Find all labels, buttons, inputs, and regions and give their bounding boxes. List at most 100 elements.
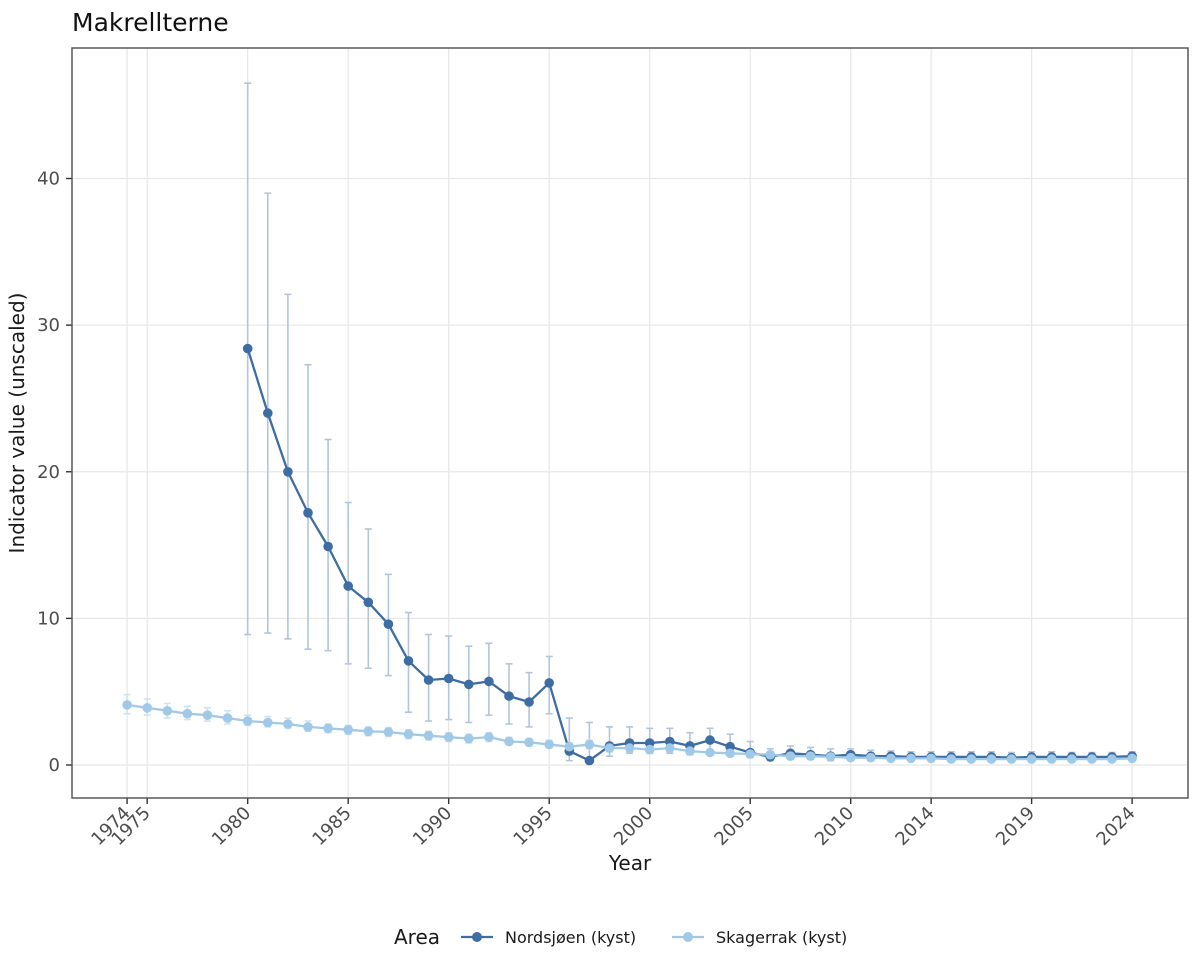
data-point — [484, 732, 494, 742]
x-tick-label: 1990 — [409, 803, 456, 850]
data-point — [343, 581, 354, 591]
data-point — [443, 673, 454, 684]
legend: Area Nordsjøen (kyst) Skagerrak (kyst) — [394, 925, 847, 949]
chart-title: Makrellterne — [72, 8, 229, 37]
data-point — [222, 713, 233, 723]
data-point — [946, 754, 956, 764]
data-point — [604, 743, 615, 753]
data-point — [423, 730, 434, 741]
data-point — [283, 719, 293, 729]
data-point — [644, 738, 655, 748]
y-tick-label: 30 — [37, 315, 60, 336]
y-tick-label: 10 — [37, 608, 60, 629]
gridlines — [72, 48, 1188, 798]
data-point — [584, 739, 595, 750]
data-point — [242, 716, 253, 726]
data-point — [624, 743, 635, 753]
data-point — [745, 749, 755, 759]
data-point — [323, 723, 333, 734]
data-point — [725, 741, 735, 752]
data-point — [242, 343, 253, 354]
data-point — [705, 747, 715, 758]
data-point — [1006, 754, 1017, 764]
data-point — [363, 597, 374, 608]
data-point — [1107, 754, 1117, 764]
legend-point-icon — [472, 932, 482, 942]
legend-item-label: Nordsjøen (kyst) — [505, 928, 636, 947]
data-point — [383, 727, 394, 737]
x-tick-label: 2010 — [811, 803, 858, 850]
x-tick-label: 1985 — [308, 803, 355, 850]
data-point — [1127, 753, 1137, 764]
data-point — [644, 744, 655, 755]
data-point — [544, 739, 554, 750]
data-point — [484, 676, 494, 687]
data-point — [162, 706, 173, 716]
data-point — [1067, 754, 1077, 764]
data-point — [1026, 754, 1037, 764]
data-point — [544, 678, 554, 688]
data-point — [263, 408, 273, 418]
data-point — [202, 710, 213, 720]
data-point — [423, 675, 434, 685]
legend-item-label: Skagerrak (kyst) — [716, 928, 847, 947]
data-point — [303, 722, 313, 732]
legend-item-nordsjoen: Nordsjøen (kyst) — [461, 928, 636, 947]
x-tick-label: 1980 — [208, 803, 255, 850]
data-point — [805, 751, 816, 761]
data-point — [685, 746, 695, 756]
legend-title: Area — [394, 925, 440, 949]
panel-background — [72, 48, 1188, 798]
y-tick-label: 0 — [49, 755, 60, 776]
data-point — [886, 753, 896, 764]
error-bar — [284, 293, 292, 640]
data-point — [1087, 754, 1097, 764]
x-tick-label: 2000 — [610, 803, 657, 850]
data-point — [283, 467, 293, 477]
data-point — [504, 736, 514, 747]
data-point — [564, 741, 575, 752]
data-point — [504, 691, 514, 701]
data-point — [343, 725, 354, 735]
data-point — [323, 541, 333, 552]
data-point — [443, 732, 454, 742]
legend-item-skagerrak: Skagerrak (kyst) — [672, 928, 847, 947]
data-point — [986, 754, 997, 764]
panel-border — [71, 47, 1189, 799]
error-bar — [304, 363, 312, 650]
data-point — [584, 755, 595, 766]
data-point — [383, 619, 394, 629]
data-point — [705, 735, 715, 745]
y-axis: 0 10 20 30 40 — [37, 168, 72, 776]
data-point — [906, 753, 916, 764]
y-tick-label: 20 — [37, 462, 60, 483]
data-point — [403, 656, 414, 666]
data-point — [825, 752, 836, 762]
x-tick-label: 2014 — [891, 803, 938, 850]
data-point — [524, 697, 534, 707]
series-points — [122, 343, 1137, 766]
data-point — [845, 752, 856, 763]
data-point — [866, 752, 876, 763]
data-point — [966, 754, 977, 764]
y-axis-title: Indicator value (unscaled) — [5, 293, 29, 554]
data-point — [665, 743, 675, 753]
x-axis-title: Year — [608, 851, 652, 875]
data-point — [1046, 754, 1057, 764]
data-point — [725, 748, 735, 759]
x-tick-label: 1995 — [509, 803, 556, 850]
x-tick-label: 2024 — [1092, 803, 1139, 850]
data-point — [665, 736, 675, 747]
data-point — [363, 726, 374, 737]
data-point — [765, 749, 776, 760]
y-tick-label: 40 — [37, 168, 60, 189]
x-tick-label: 2019 — [992, 803, 1039, 850]
data-point — [303, 508, 313, 518]
error-bar — [244, 82, 252, 636]
data-point — [182, 708, 193, 719]
x-tick-label: 2005 — [710, 803, 757, 850]
legend-point-icon — [683, 932, 693, 942]
